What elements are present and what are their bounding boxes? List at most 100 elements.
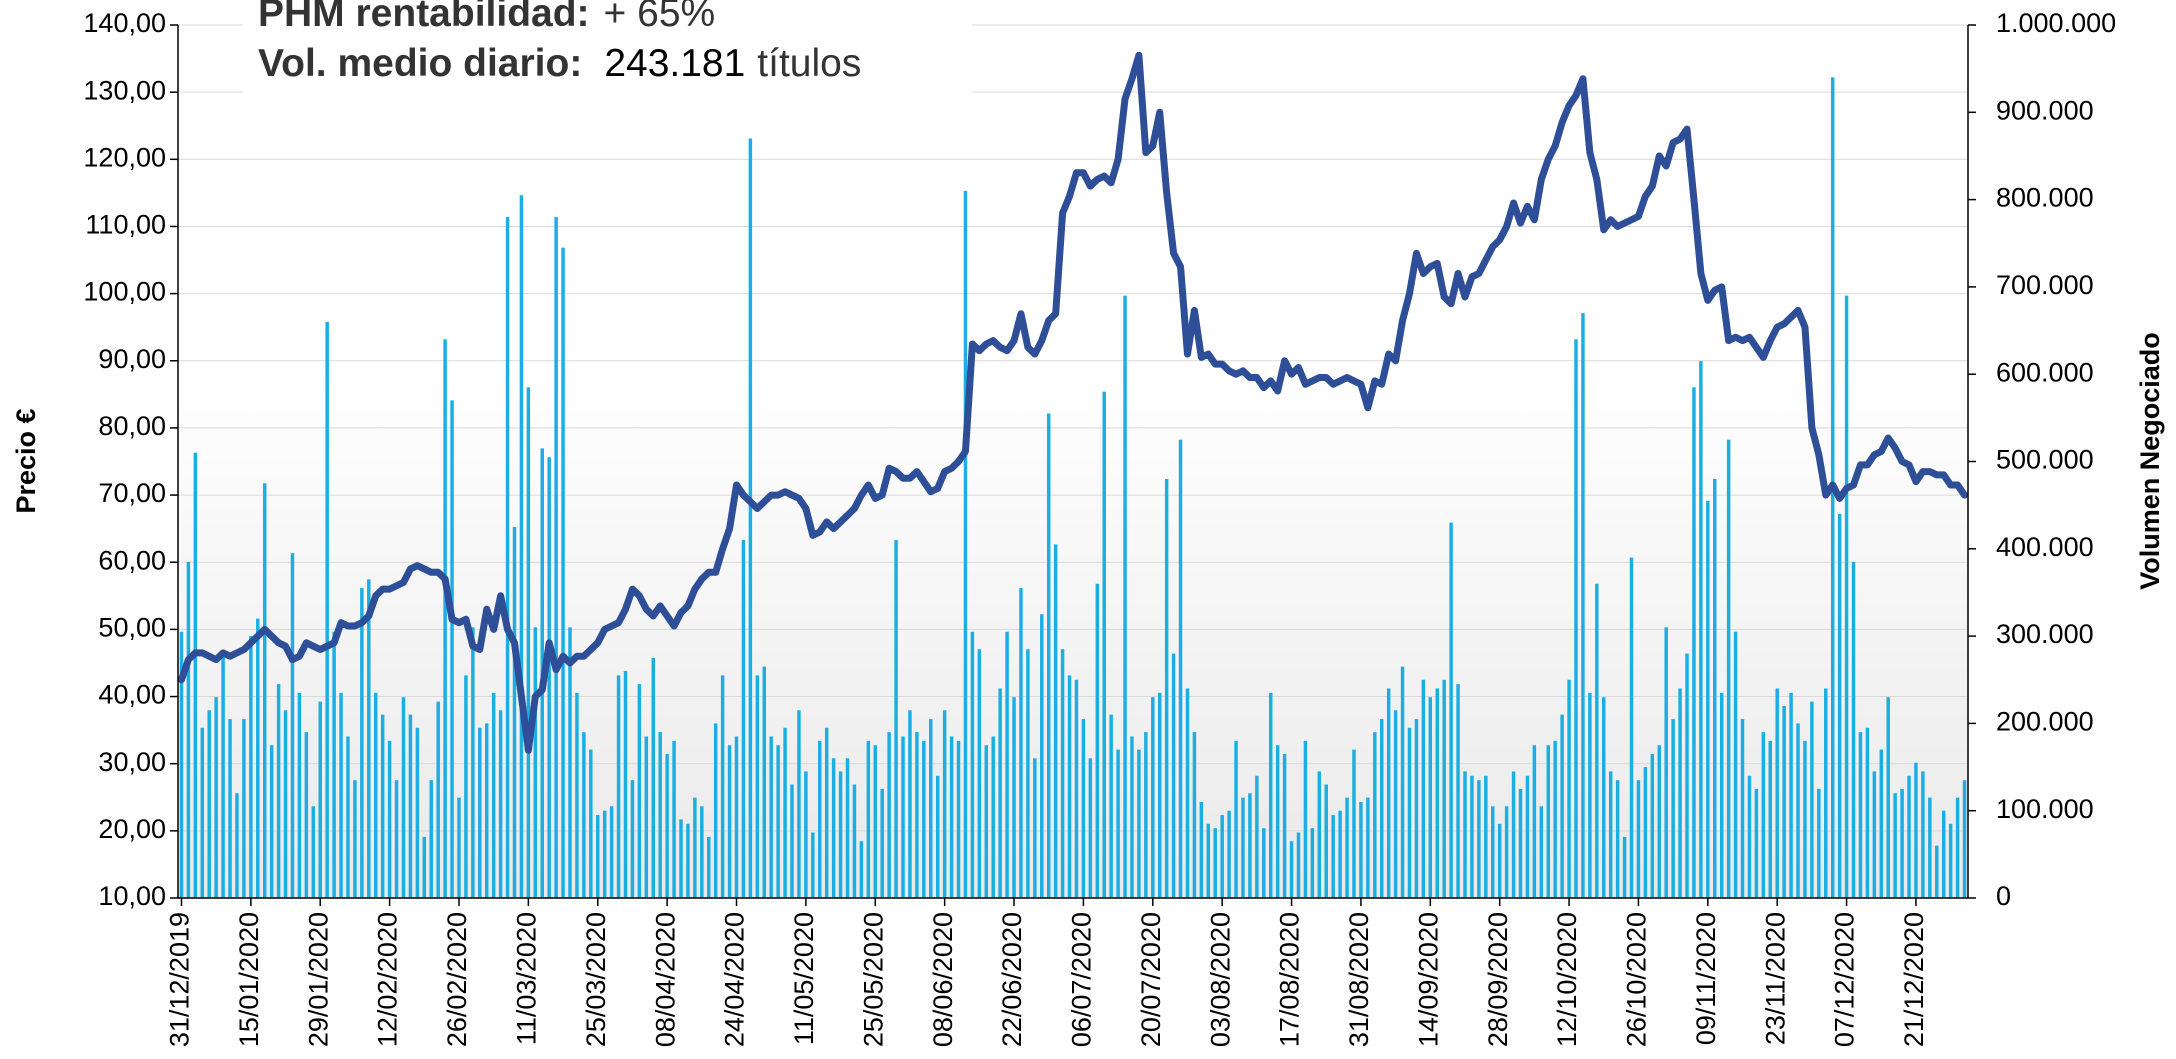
bar bbox=[1463, 771, 1467, 898]
y2-tick-label: 200.000 bbox=[1996, 707, 2094, 737]
bar bbox=[1137, 749, 1141, 898]
bar bbox=[1622, 836, 1627, 898]
x-tick-label: 07/12/2020 bbox=[1830, 912, 1860, 1047]
bar bbox=[1893, 793, 1897, 898]
bar bbox=[436, 701, 440, 898]
bar bbox=[1046, 413, 1051, 898]
bar bbox=[1470, 775, 1474, 898]
annotation-value: + 65% bbox=[604, 0, 716, 35]
bar bbox=[346, 736, 350, 898]
bar bbox=[1810, 701, 1814, 898]
bar bbox=[1900, 788, 1904, 898]
bar bbox=[1234, 740, 1238, 898]
bar bbox=[1886, 697, 1890, 898]
bar bbox=[623, 671, 628, 898]
x-tick-label: 28/09/2020 bbox=[1483, 912, 1513, 1047]
y-tick-label: 80,00 bbox=[98, 411, 166, 441]
bar bbox=[1338, 810, 1342, 898]
bar bbox=[339, 692, 343, 898]
bar bbox=[956, 740, 961, 898]
y-tick-label: 20,00 bbox=[98, 814, 166, 844]
bar bbox=[526, 387, 531, 898]
y-tick-label: 70,00 bbox=[98, 478, 166, 508]
x-tick-label: 15/01/2020 bbox=[234, 912, 264, 1047]
bar bbox=[1171, 653, 1176, 898]
bar bbox=[478, 727, 482, 898]
bar bbox=[1456, 684, 1460, 898]
bar bbox=[755, 675, 760, 898]
bar bbox=[1303, 740, 1308, 898]
bar bbox=[373, 692, 378, 898]
bar bbox=[700, 806, 704, 898]
bar bbox=[429, 780, 433, 898]
bar bbox=[686, 823, 690, 898]
bar bbox=[387, 740, 392, 898]
bar bbox=[353, 780, 357, 898]
bar bbox=[1567, 679, 1571, 898]
bar bbox=[679, 819, 683, 898]
bar bbox=[318, 701, 322, 898]
bar bbox=[1928, 797, 1932, 898]
bar bbox=[908, 710, 912, 898]
y2-tick-label: 1.000.000 bbox=[1996, 8, 2116, 38]
bar bbox=[297, 692, 302, 898]
bar bbox=[1227, 810, 1231, 898]
bar bbox=[637, 684, 642, 898]
bar bbox=[1144, 732, 1148, 898]
bar bbox=[818, 740, 822, 898]
bar bbox=[797, 710, 801, 898]
bar bbox=[1040, 614, 1044, 898]
bar bbox=[1560, 714, 1564, 898]
bar bbox=[1400, 666, 1405, 898]
bar bbox=[179, 631, 184, 898]
bar bbox=[804, 771, 808, 898]
bar bbox=[464, 675, 468, 898]
bar bbox=[984, 745, 989, 898]
annotation-label: Vol. medio diario: bbox=[258, 42, 582, 85]
bar bbox=[949, 736, 954, 898]
bar bbox=[561, 247, 565, 899]
bar bbox=[1491, 806, 1495, 898]
bar bbox=[1130, 736, 1134, 898]
bar bbox=[1241, 797, 1245, 898]
bar bbox=[589, 749, 593, 898]
bar bbox=[866, 740, 871, 898]
bar bbox=[977, 649, 982, 898]
bar bbox=[193, 452, 198, 898]
bar bbox=[1352, 749, 1356, 898]
bar bbox=[1858, 732, 1863, 898]
bar bbox=[262, 483, 267, 898]
plot-area bbox=[178, 25, 1968, 898]
y-tick-label: 110,00 bbox=[85, 210, 166, 240]
x-tick-label: 25/03/2020 bbox=[581, 912, 611, 1047]
bar bbox=[1317, 771, 1322, 898]
bar bbox=[1504, 806, 1509, 898]
y-tick-label: 60,00 bbox=[98, 545, 166, 575]
bar bbox=[1268, 692, 1273, 898]
bar bbox=[1775, 688, 1779, 898]
bar bbox=[1053, 544, 1058, 898]
bar bbox=[408, 714, 413, 898]
bar bbox=[1879, 749, 1884, 898]
bar bbox=[1664, 627, 1668, 898]
bar bbox=[1310, 828, 1315, 898]
bar bbox=[935, 775, 940, 898]
bar bbox=[1713, 478, 1717, 898]
bar bbox=[1768, 740, 1773, 898]
y2-tick-label: 600.000 bbox=[1996, 357, 2094, 387]
bar bbox=[1699, 361, 1703, 899]
x-tick-label: 03/08/2020 bbox=[1205, 912, 1235, 1047]
y2-axis-title: Volumen Negociado bbox=[2135, 332, 2165, 590]
bar bbox=[256, 618, 260, 898]
bar bbox=[748, 138, 753, 899]
bar bbox=[783, 727, 787, 898]
bar bbox=[991, 736, 995, 898]
bar bbox=[304, 732, 309, 898]
bar bbox=[1872, 771, 1877, 898]
x-tick-label: 17/08/2020 bbox=[1275, 912, 1305, 1047]
bar bbox=[1803, 740, 1807, 898]
bar bbox=[838, 771, 843, 898]
bar bbox=[1865, 727, 1870, 898]
bar bbox=[713, 723, 718, 898]
bar bbox=[880, 788, 884, 898]
